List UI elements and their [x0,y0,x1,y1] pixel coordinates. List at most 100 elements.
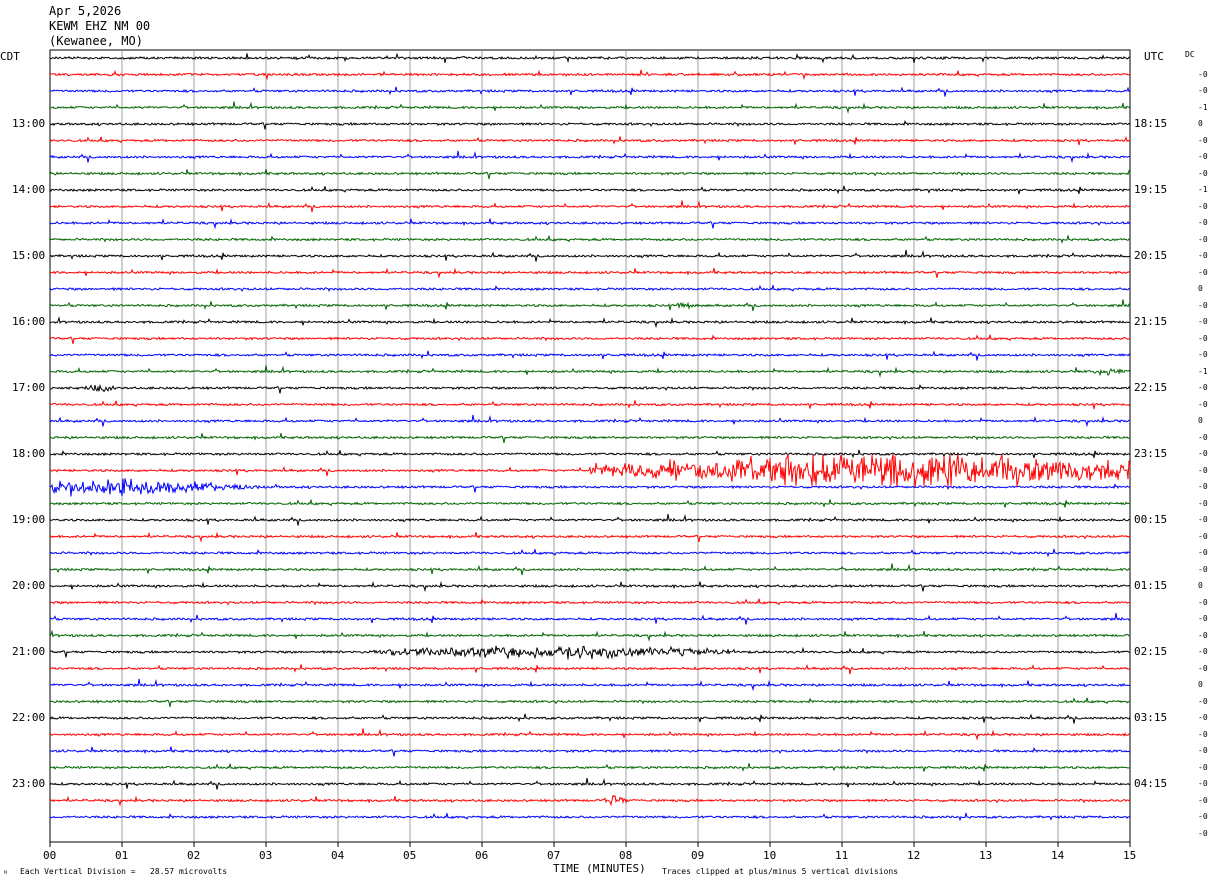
seismic-trace [49,763,1131,772]
dc-offset-label: -0 [1198,515,1208,524]
x-tick-label: 09 [691,849,705,862]
dc-offset-label: -0 [1198,498,1208,508]
seismic-trace [49,350,1131,361]
seismic-trace [49,629,1131,642]
dc-offset-label: 0 [1198,416,1203,425]
dc-offset-label: -0 [1198,779,1208,788]
right-hour-label: 21:15 [1134,315,1168,328]
dc-offset-label: -0 [1198,234,1208,244]
seismic-trace [49,697,1130,708]
dc-offset-label: -0 [1198,350,1208,359]
seismic-trace [49,598,1131,606]
dc-offset-label: -0 [1198,762,1208,772]
x-axis-title: TIME (MINUTES) [553,862,646,875]
x-tick-label: 14 [1051,849,1065,862]
right-hour-label: 00:15 [1134,513,1168,526]
seismic-trace [49,69,1131,81]
dc-offset-label: -0 [1198,267,1208,277]
x-tick-label: 03 [259,849,273,862]
dc-offset-label: -0 [1198,713,1208,722]
seismic-trace [49,478,1131,497]
left-hour-label: 18:00 [12,447,46,460]
dc-offset-label: -1 [1198,102,1208,112]
dc-offset-label: -0 [1198,251,1208,260]
x-tick-label: 07 [547,849,561,862]
dc-offset-label: 0 [1198,119,1203,128]
left-hour-label: 22:00 [12,711,46,724]
seismic-trace [49,120,1131,130]
dc-offset-label: -0 [1198,564,1208,574]
left-hour-label: 19:00 [12,513,46,526]
left-hour-label: 23:00 [12,777,46,790]
dc-offset-label: -0 [1198,482,1208,491]
left-hour-label: 20:00 [12,579,46,592]
dc-offset-label: -0 [1198,86,1208,95]
dc-offset-label: -1 [1198,185,1208,194]
left-hour-label: 17:00 [12,381,46,394]
left-hour-label: 14:00 [12,183,46,196]
x-tick-label: 08 [619,849,633,862]
seismic-trace [49,794,1131,807]
right-hour-label: 01:15 [1134,579,1168,592]
scale-note: Each Vertical Division = 28.57 microvolt… [20,867,228,876]
dc-offset-label: -0 [1198,630,1208,640]
x-tick-label: 15 [1123,849,1137,862]
seismic-trace [49,299,1131,312]
seismic-trace [49,531,1131,543]
left-hour-label: 15:00 [12,249,46,262]
x-tick-label: 11 [835,849,849,862]
left-hour-label: 13:00 [12,117,46,130]
dc-offset-label: -0 [1198,201,1208,211]
right-hour-label: 20:15 [1134,249,1168,262]
x-tick-label: 10 [763,849,777,862]
seismic-trace [49,267,1131,279]
dc-offset-label: -0 [1198,828,1208,838]
dc-offset-label: -0 [1198,300,1208,310]
right-hour-label: 22:15 [1134,381,1168,394]
dc-offset-label: -0 [1198,531,1208,541]
dc-offset-label: 0 [1198,284,1203,293]
seismic-trace [50,812,1131,822]
date-label: Apr 5,2026 [49,4,122,18]
right-hour-label: 18:15 [1134,117,1168,130]
right-hour-label: 19:15 [1134,183,1168,196]
dc-offset-label: -0 [1198,614,1208,623]
right-hour-label: 23:15 [1134,447,1168,460]
seismic-trace [49,101,1131,114]
seismic-trace [49,150,1131,164]
dc-offset-label: -0 [1198,333,1208,343]
seismic-trace [49,449,1131,459]
seismic-trace [49,453,1131,488]
dc-offset-label: -0 [1198,795,1208,805]
seismic-trace [49,334,1131,345]
scale-icon: ᴺ [3,869,8,878]
dc-offset-label: -0 [1198,663,1208,673]
left-hour-label: 21:00 [12,645,46,658]
right-hour-label: 03:15 [1134,711,1168,724]
dc-offset-label: -1 [1198,366,1208,376]
seismic-trace [49,581,1131,593]
seismic-trace [49,548,1131,558]
dc-offset-label: -0 [1198,746,1208,755]
x-tick-label: 00 [43,849,57,862]
seismic-trace [49,746,1131,757]
dc-offset-label: -0 [1198,135,1208,145]
dc-offset-label: -0 [1198,168,1208,178]
seismic-trace [49,728,1131,741]
dc-offset-label: -0 [1198,218,1208,227]
dc-offset-label: 0 [1198,581,1203,590]
dc-offset-label: -0 [1198,69,1208,79]
x-tick-label: 12 [907,849,921,862]
dc-offset-label: -0 [1198,383,1208,392]
seismic-trace [49,563,1131,576]
dc-offset-label: 0 [1198,680,1203,689]
left-hour-label: 16:00 [12,315,46,328]
seismic-trace [49,432,1131,444]
plot-frame [49,49,1131,843]
seismic-trace [49,414,1131,428]
station-label: KEWM EHZ NM 00 [49,19,151,33]
dc-offset-label: -0 [1198,449,1208,458]
left-timezone-label: CDT [0,50,20,63]
x-tick-label: 01 [115,849,129,862]
